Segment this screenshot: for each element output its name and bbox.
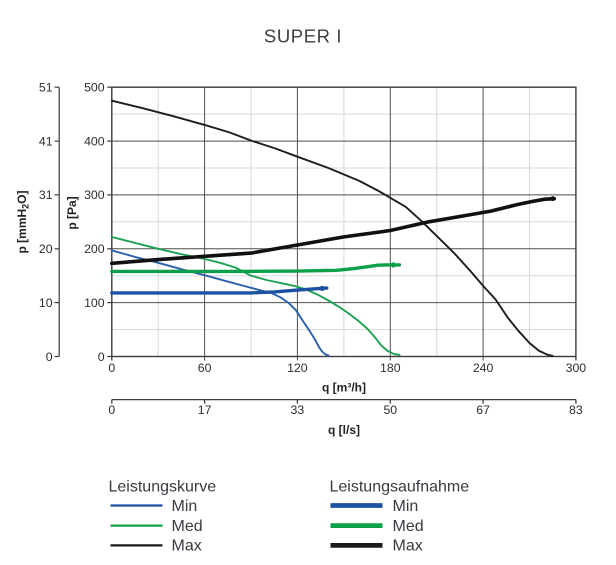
svg-text:20: 20 [39, 242, 53, 256]
svg-text:83: 83 [569, 403, 583, 417]
svg-text:Leistungskurve: Leistungskurve [109, 479, 217, 496]
svg-text:50: 50 [383, 403, 397, 417]
svg-text:Med: Med [172, 518, 203, 535]
svg-text:41: 41 [39, 134, 53, 148]
svg-text:400: 400 [84, 134, 105, 148]
svg-text:q [m³/h]: q [m³/h] [322, 381, 366, 395]
svg-text:33: 33 [291, 403, 305, 417]
svg-text:Min: Min [172, 498, 198, 515]
svg-text:240: 240 [473, 361, 494, 375]
svg-text:Min: Min [393, 498, 419, 515]
svg-text:67: 67 [476, 403, 490, 417]
svg-text:q [l/s]: q [l/s] [328, 423, 360, 437]
svg-text:60: 60 [198, 361, 212, 375]
svg-text:17: 17 [198, 403, 212, 417]
svg-text:0: 0 [108, 361, 115, 375]
svg-text:100: 100 [84, 296, 105, 310]
svg-text:200: 200 [84, 242, 105, 256]
svg-text:120: 120 [287, 361, 308, 375]
svg-text:SUPER I: SUPER I [264, 26, 342, 47]
svg-text:500: 500 [84, 81, 105, 95]
svg-text:0: 0 [108, 403, 115, 417]
svg-text:300: 300 [566, 361, 587, 375]
svg-text:0: 0 [46, 350, 53, 364]
svg-text:Med: Med [393, 518, 424, 535]
svg-text:Leistungsaufnahme: Leistungsaufnahme [330, 479, 470, 496]
svg-text:Max: Max [393, 538, 423, 555]
svg-text:0: 0 [98, 350, 105, 364]
svg-text:31: 31 [39, 188, 53, 202]
svg-text:10: 10 [39, 296, 53, 310]
svg-text:300: 300 [84, 188, 105, 202]
svg-text:Max: Max [172, 538, 202, 555]
svg-text:p [Pa]: p [Pa] [65, 196, 79, 229]
svg-text:51: 51 [39, 81, 53, 95]
svg-text:p [mmH2O]: p [mmH2O] [15, 190, 31, 253]
svg-text:180: 180 [380, 361, 401, 375]
